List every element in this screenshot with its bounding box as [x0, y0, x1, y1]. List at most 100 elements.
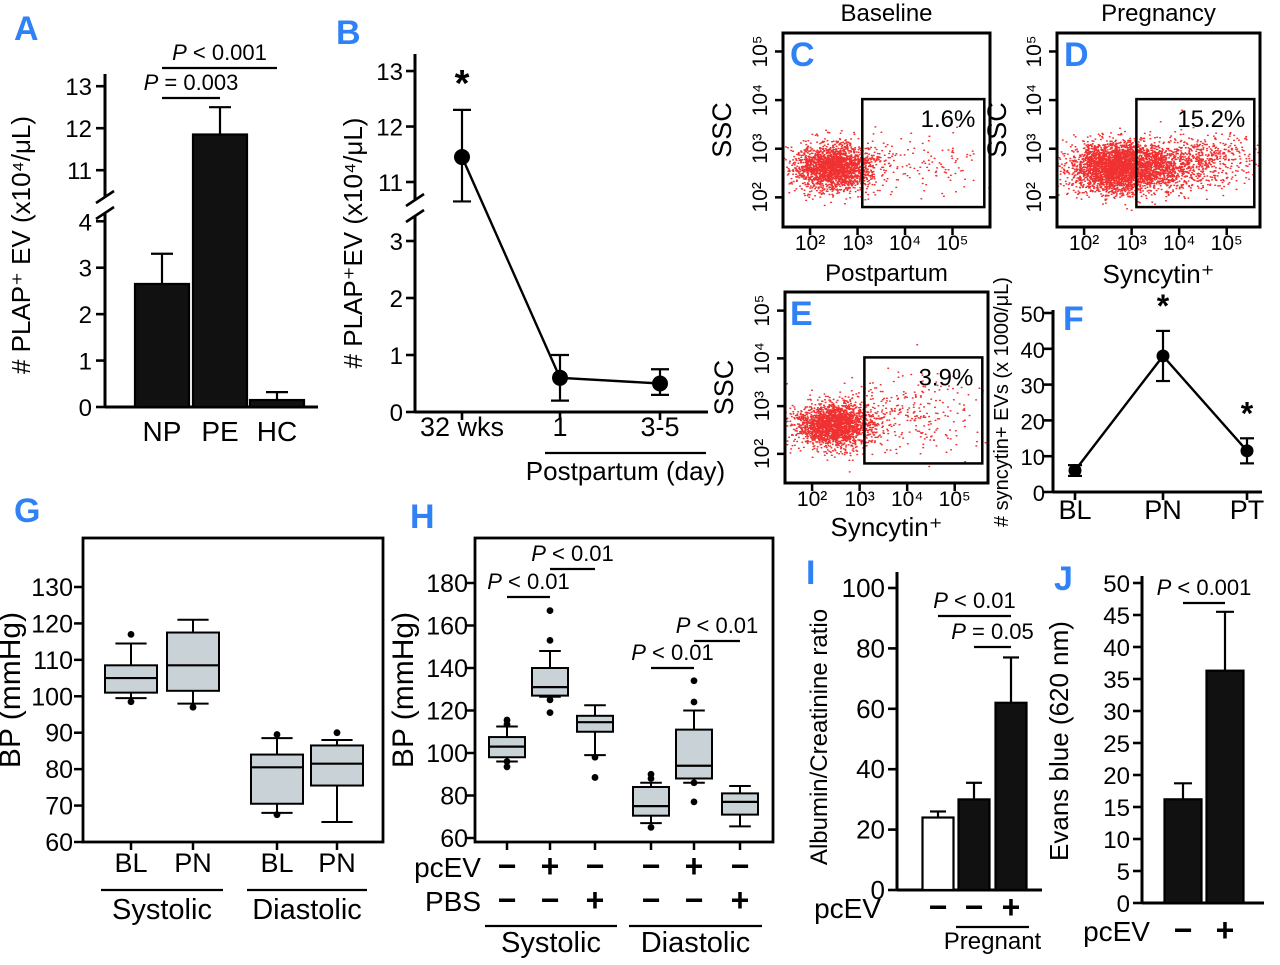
svg-text:3-5: 3-5 — [640, 412, 679, 442]
svg-text:Systolic: Systolic — [501, 927, 601, 959]
svg-text:1: 1 — [390, 343, 403, 370]
svg-text:BP (mmHg): BP (mmHg) — [0, 612, 27, 768]
svg-text:15: 15 — [1103, 795, 1130, 822]
svg-text:10⁴: 10⁴ — [749, 84, 772, 116]
svg-text:−: − — [541, 882, 560, 918]
svg-text:3.9%: 3.9% — [919, 364, 974, 391]
svg-text:10²: 10² — [1023, 182, 1046, 212]
svg-text:160: 160 — [426, 613, 468, 641]
svg-text:Postpartum (day): Postpartum (day) — [526, 456, 725, 486]
svg-text:PE: PE — [201, 416, 238, 447]
svg-text:13: 13 — [65, 74, 92, 101]
svg-text:140: 140 — [426, 655, 468, 683]
svg-text:70: 70 — [45, 793, 73, 821]
panel-label-i: I — [806, 554, 816, 592]
svg-text:0: 0 — [871, 875, 885, 905]
svg-text:10³: 10³ — [1116, 232, 1146, 255]
svg-text:0: 0 — [1033, 481, 1045, 506]
svg-text:2: 2 — [79, 302, 92, 329]
svg-text:SSC: SSC — [707, 102, 737, 158]
svg-text:pcEV: pcEV — [1083, 916, 1150, 947]
svg-text:100: 100 — [31, 683, 73, 711]
svg-text:HC: HC — [257, 416, 297, 447]
svg-text:−: − — [586, 848, 605, 884]
svg-text:60: 60 — [856, 694, 885, 724]
svg-text:−: − — [498, 848, 517, 884]
svg-text:13: 13 — [376, 59, 403, 86]
svg-text:P < 0.01: P < 0.01 — [933, 588, 1016, 613]
svg-text:30: 30 — [1021, 374, 1045, 399]
svg-text:*: * — [455, 63, 470, 105]
svg-text:40: 40 — [1103, 635, 1130, 662]
svg-text:pcEV: pcEV — [814, 893, 881, 924]
svg-text:1: 1 — [552, 412, 567, 442]
svg-text:Baseline: Baseline — [840, 0, 932, 27]
svg-text:# PLAP⁺EV (x10⁴/μL): # PLAP⁺EV (x10⁴/μL) — [338, 118, 368, 369]
svg-text:10³: 10³ — [844, 488, 874, 511]
svg-text:30: 30 — [1103, 699, 1130, 726]
svg-text:10⁴: 10⁴ — [889, 232, 921, 255]
svg-text:10⁴: 10⁴ — [891, 488, 923, 511]
svg-text:+: + — [1002, 889, 1021, 925]
svg-text:Postpartum: Postpartum — [825, 260, 948, 287]
panel-label-a: A — [14, 10, 39, 48]
svg-text:PN: PN — [318, 848, 356, 878]
svg-text:10⁵: 10⁵ — [939, 488, 971, 511]
svg-text:10⁵: 10⁵ — [1211, 232, 1243, 255]
svg-text:4: 4 — [79, 209, 92, 236]
svg-text:*: * — [1241, 395, 1254, 431]
svg-text:+: + — [1216, 912, 1235, 948]
svg-text:60: 60 — [45, 829, 73, 857]
svg-text:10³: 10³ — [842, 232, 872, 255]
svg-text:100: 100 — [842, 573, 885, 603]
panel-label-d: D — [1064, 36, 1089, 74]
svg-text:45: 45 — [1103, 603, 1130, 630]
svg-text:−: − — [731, 848, 750, 884]
svg-text:10²: 10² — [751, 439, 774, 469]
svg-text:32 wks: 32 wks — [420, 412, 504, 442]
svg-text:Albumin/Creatinine ratio: Albumin/Creatinine ratio — [806, 609, 833, 865]
svg-text:−: − — [1174, 912, 1193, 948]
svg-text:−: − — [685, 882, 704, 918]
svg-text:80: 80 — [856, 633, 885, 663]
svg-text:P < 0.001: P < 0.001 — [1157, 575, 1252, 600]
svg-text:10²: 10² — [749, 182, 772, 212]
svg-text:10²: 10² — [797, 488, 827, 511]
svg-text:60: 60 — [440, 825, 468, 853]
svg-text:1: 1 — [79, 349, 92, 376]
svg-text:10: 10 — [1021, 445, 1045, 470]
svg-text:−: − — [642, 882, 661, 918]
svg-text:BP (mmHg): BP (mmHg) — [387, 612, 420, 768]
svg-text:80: 80 — [45, 756, 73, 784]
panel-label-h: H — [410, 498, 435, 536]
panel-label-j: J — [1054, 560, 1073, 598]
svg-text:11: 11 — [378, 170, 403, 197]
svg-text:50: 50 — [1021, 302, 1045, 327]
svg-text:50: 50 — [1103, 571, 1130, 598]
svg-text:P = 0.003: P = 0.003 — [144, 70, 239, 95]
svg-text:180: 180 — [426, 570, 468, 598]
svg-text:15.2%: 15.2% — [1177, 106, 1245, 133]
svg-text:−: − — [498, 882, 517, 918]
svg-text:10²: 10² — [795, 232, 825, 255]
svg-text:P < 0.01: P < 0.01 — [631, 640, 714, 665]
svg-text:Diastolic: Diastolic — [252, 894, 362, 926]
svg-text:90: 90 — [45, 720, 73, 748]
svg-text:40: 40 — [856, 754, 885, 784]
svg-text:10³: 10³ — [751, 391, 774, 421]
svg-text:PN: PN — [1144, 495, 1182, 525]
svg-text:BL: BL — [1058, 495, 1091, 525]
svg-text:pcEV: pcEV — [414, 852, 481, 883]
svg-text:20: 20 — [1103, 763, 1130, 790]
panel-label-b: B — [336, 14, 361, 52]
svg-text:10⁵: 10⁵ — [936, 232, 968, 255]
svg-text:+: + — [731, 882, 750, 918]
panel-label-e: E — [790, 295, 813, 333]
svg-text:10⁵: 10⁵ — [1023, 35, 1046, 67]
svg-text:0: 0 — [79, 395, 92, 422]
svg-text:BL: BL — [260, 848, 293, 878]
svg-text:Pregnant: Pregnant — [944, 928, 1042, 955]
svg-text:2: 2 — [390, 286, 403, 313]
